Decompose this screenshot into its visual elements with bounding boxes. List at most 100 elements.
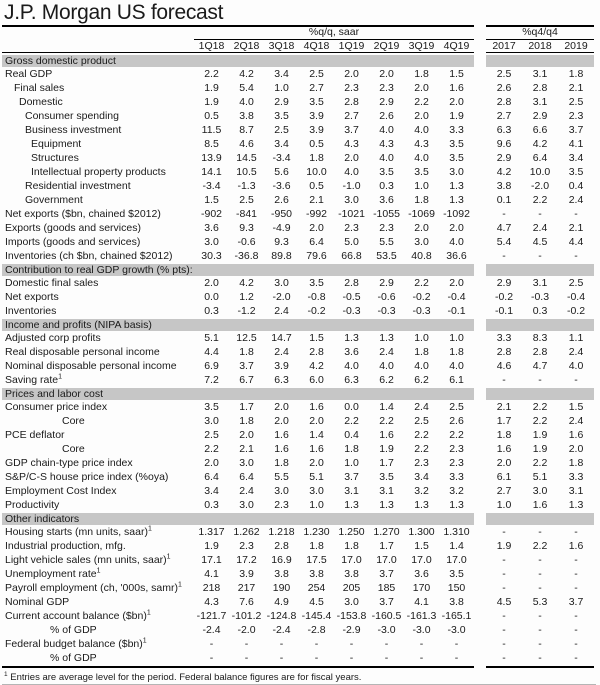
- value-cell: 3.0: [449, 166, 464, 178]
- value-cell: 3.4: [414, 471, 429, 483]
- value-cell: -: [574, 582, 578, 594]
- value-cell: -: [574, 250, 578, 262]
- value-cell: 4.0: [344, 166, 359, 178]
- value-cell: 89.8: [271, 250, 292, 262]
- value-cell: -: [454, 652, 459, 664]
- table-row: Employment Cost Index 3.4 2.4 3.0 3.0 3.1 3.1 3…: [2, 484, 598, 498]
- value-cell: -1069: [408, 208, 435, 220]
- value-cell: 2.7: [496, 485, 512, 497]
- value-cell: 2.1: [496, 401, 512, 413]
- row-label: Government: [25, 194, 83, 206]
- value-cell: 2.1: [239, 443, 254, 455]
- value-cell: 3.3: [449, 124, 464, 136]
- value-cell: 9.6: [496, 138, 512, 150]
- value-cell: 17.1: [201, 554, 222, 566]
- table-row: Government 1.5 2.5 2.6 2.1 3.0 3.6 1.8 1.3 0.1 2.2…: [2, 193, 598, 207]
- value-cell: 2.2: [449, 429, 464, 441]
- value-cell: 1.2: [239, 291, 254, 303]
- value-cell: 0.1: [496, 194, 512, 206]
- value-cell: -0.2: [566, 305, 586, 317]
- value-cell: 2.3: [344, 222, 359, 234]
- column-header-3q18: 3Q18: [268, 40, 295, 52]
- value-cell: 2.5: [568, 96, 584, 108]
- row-label: Consumer spending: [25, 110, 119, 122]
- value-cell: 2.0: [309, 415, 324, 427]
- value-cell: 3.3: [568, 471, 584, 483]
- table-row: PCE deflator 2.5 2.0 1.6 1.4 0.4 1.6 2.2 2.2 1.8 1…: [2, 428, 598, 442]
- value-cell: -: [574, 568, 578, 580]
- value-cell: 3.0: [532, 485, 548, 497]
- row-label: Net exports ($bn, chained $2012): [5, 208, 161, 220]
- value-cell: 2.1: [568, 222, 584, 234]
- column-labels-row: 1Q18 2Q18 3Q18 4Q18 1Q19 2Q19 3Q19 4Q19 2017 201…: [2, 40, 598, 53]
- column-header-1q19: 1Q19: [338, 40, 365, 52]
- value-cell: 1.6: [568, 540, 584, 552]
- column-header-2q18: 2Q18: [233, 40, 260, 52]
- value-cell: -: [502, 582, 506, 594]
- value-cell: 3.1: [532, 68, 548, 80]
- value-cell: -3.6: [272, 180, 291, 192]
- value-cell: 5.1: [204, 332, 219, 344]
- value-cell: 4.0: [414, 152, 429, 164]
- value-cell: -0.4: [566, 291, 586, 303]
- value-cell: 2.6: [449, 415, 464, 427]
- row-label: Light vehicle sales (mn units, saar)1: [5, 553, 171, 567]
- value-cell: 2.0: [204, 457, 219, 469]
- value-cell: 17.0: [411, 554, 432, 566]
- value-cell: -3.0: [447, 624, 466, 636]
- section-header-label: Prices and labor cost: [5, 388, 104, 400]
- value-cell: 2.2: [414, 96, 429, 108]
- table-row: Business investment 11.5 8.7 2.5 3.9 3.7 4.0 4.…: [2, 123, 598, 137]
- value-cell: 4.0: [414, 124, 429, 136]
- row-label: Domestic final sales: [5, 277, 99, 289]
- value-cell: 2.2: [532, 540, 548, 552]
- value-cell: 2.5: [568, 277, 584, 289]
- value-cell: -153.8: [336, 610, 367, 622]
- value-cell: 1.3: [449, 194, 464, 206]
- table-row: Housing starts (mn units, saar)1 1.317 1.2…: [2, 525, 598, 539]
- value-cell: 1.5: [449, 68, 464, 80]
- section-header-label: Contribution to real GDP growth (% pts):: [5, 264, 193, 276]
- value-cell: 2.8: [532, 82, 548, 94]
- value-cell: 2.5: [449, 401, 464, 413]
- value-cell: -: [538, 250, 542, 262]
- value-cell: 8.7: [239, 124, 254, 136]
- value-cell: -: [574, 554, 578, 566]
- value-cell: 1.8: [309, 152, 324, 164]
- value-cell: 1.6: [309, 401, 324, 413]
- value-cell: 5.4: [496, 236, 512, 248]
- column-header-2q19: 2Q19: [373, 40, 400, 52]
- value-cell: 1.8: [344, 443, 359, 455]
- value-cell: 3.1: [344, 485, 359, 497]
- value-cell: 2.0: [414, 222, 429, 234]
- table-row: Saving rate1 7.2 6.7 6.3 6.0 6.3 6.2 6.2 6.1 - - -: [2, 373, 598, 387]
- value-cell: 1.262: [233, 526, 260, 538]
- table-row: Payroll employment (ch, '000s, samr)1 218…: [2, 581, 598, 595]
- value-cell: 4.0: [379, 124, 394, 136]
- value-cell: 1.5: [204, 194, 219, 206]
- value-cell: -121.7: [196, 610, 227, 622]
- table-row: Inventories (ch $bn, chained $2012) 30.3-…: [2, 249, 598, 263]
- value-cell: 8.3: [532, 332, 548, 344]
- value-cell: 2.5: [414, 415, 429, 427]
- value-cell: -145.4: [301, 610, 332, 622]
- row-label: Residential investment: [25, 180, 131, 192]
- value-cell: -1092: [443, 208, 470, 220]
- row-label: % of GDP: [50, 624, 97, 636]
- value-cell: 2.8: [532, 346, 548, 358]
- value-cell: -0.5: [342, 291, 361, 303]
- value-cell: 150: [447, 582, 466, 594]
- value-cell: 9.3: [239, 222, 254, 234]
- value-cell: -0.3: [377, 305, 396, 317]
- value-cell: 3.6: [414, 568, 429, 580]
- value-cell: 254: [307, 582, 326, 594]
- value-cell: 7.2: [204, 374, 219, 386]
- value-cell: 2.8: [344, 96, 359, 108]
- value-cell: 2.0: [344, 152, 359, 164]
- value-cell: 2.2: [532, 194, 548, 206]
- row-label: Nominal GDP: [5, 596, 70, 608]
- value-cell: 2.4: [568, 194, 584, 206]
- value-cell: 6.4: [532, 152, 548, 164]
- value-cell: -0.1: [494, 305, 514, 317]
- table-row: Unemployment rate1 4.1 3.9 3.8 3.8 3.8 3.7 3.6 3…: [2, 567, 598, 581]
